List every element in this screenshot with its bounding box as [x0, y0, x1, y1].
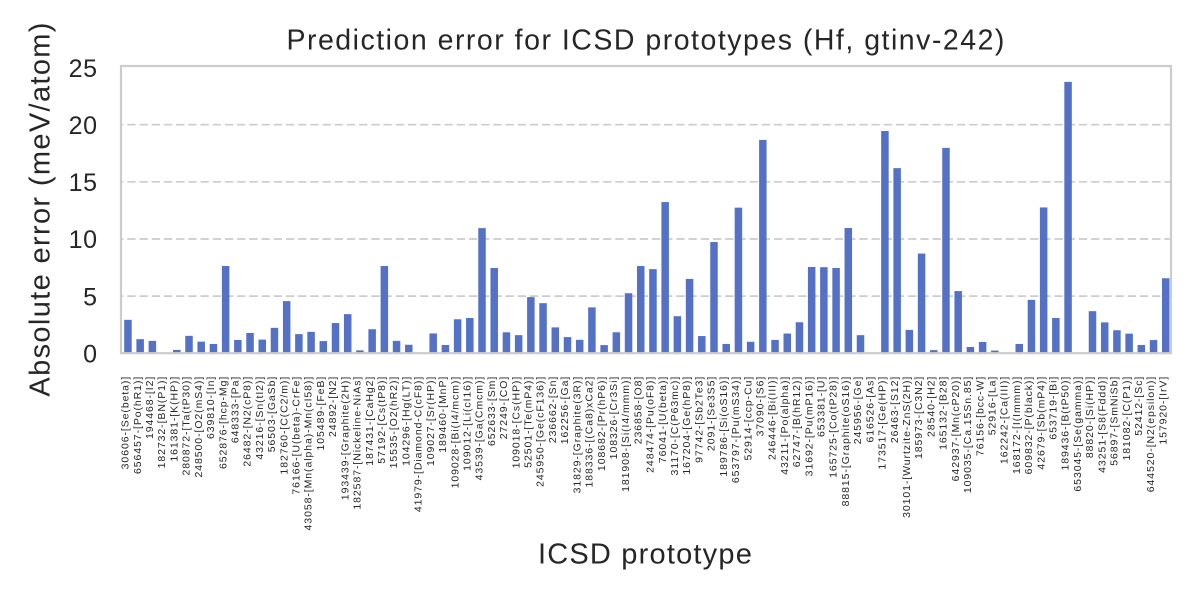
svg-text:157920-[IrV]: 157920-[IrV] [1157, 376, 1169, 445]
svg-text:88820-[Si(HP)]: 88820-[Si(HP)] [1084, 376, 1096, 458]
svg-text:639810-[In]: 639810-[In] [205, 376, 217, 439]
svg-text:24892-[N2]: 24892-[N2] [327, 376, 339, 437]
svg-text:173517-[Ge(HP)]: 173517-[Ge(HP)] [877, 376, 889, 470]
svg-text:26482-[N2(cP8)]: 26482-[N2(cP8)] [242, 376, 254, 467]
svg-text:109012-[Li(cI16)]: 109012-[Li(cI16)] [461, 376, 473, 471]
svg-text:31170-[C(P63mc)]: 31170-[C(P63mc)] [669, 376, 681, 476]
svg-text:43216-[Sn(tI2)]: 43216-[Sn(tI2)] [254, 376, 266, 460]
svg-text:56897-[SmNiSb]: 56897-[SmNiSb] [1109, 376, 1121, 466]
svg-text:162256-[Ga]: 162256-[Ga] [559, 376, 571, 445]
svg-text:52501-[Te(mP4)]: 52501-[Te(mP4)] [523, 376, 535, 468]
svg-text:187431-[CaHg2]: 187431-[CaHg2] [364, 376, 376, 466]
svg-text:193439-[Graphite(2H)]: 193439-[Graphite(2H)] [339, 376, 351, 500]
svg-text:182760-[C(C2/m)]: 182760-[C(C2/m)] [278, 376, 290, 475]
svg-text:104296-[Hg(LT)]: 104296-[Hg(LT)] [400, 376, 412, 466]
svg-text:88815-[Graphite(oS16)]: 88815-[Graphite(oS16)] [840, 376, 852, 507]
svg-text:26463-[S12]: 26463-[S12] [889, 376, 901, 443]
svg-text:181082-[C(P1)]: 181082-[C(P1)] [1121, 376, 1133, 461]
svg-text:15535-[O2(hR2)]: 15535-[O2(hR2)] [388, 376, 400, 469]
svg-text:109028-[Bi(I4/mcm)]: 109028-[Bi(I4/mcm)] [449, 376, 461, 489]
svg-text:5: 5 [83, 283, 98, 311]
svg-text:37090-[S6]: 37090-[S6] [754, 376, 766, 437]
svg-text:194468-[I2]: 194468-[I2] [144, 376, 156, 439]
svg-text:Prediction error for ICSD prot: Prediction error for ICSD prototypes (Hf… [286, 25, 1006, 57]
svg-text:168172-[I(Immm)]: 168172-[I(Immm)] [1011, 376, 1023, 474]
svg-text:182732-[BN(P1)]: 182732-[BN(P1)] [156, 376, 168, 469]
svg-text:76041-[U(beta)]: 76041-[U(beta)] [657, 376, 669, 463]
svg-text:109018-[Cs(HP)]: 109018-[Cs(HP)] [510, 376, 522, 469]
svg-text:189786-[Si(oS16)]: 189786-[Si(oS16)] [718, 376, 730, 477]
svg-text:109027-[Sr(HP)]: 109027-[Sr(HP)] [425, 376, 437, 466]
svg-text:25: 25 [69, 55, 98, 83]
svg-text:236858-[O8]: 236858-[O8] [632, 376, 644, 445]
svg-text:105489-[FeB]: 105489-[FeB] [315, 376, 327, 451]
svg-text:2091-[Se3S5]: 2091-[Se3S5] [706, 376, 718, 451]
svg-text:108326-[Cr3Si]: 108326-[Cr3Si] [608, 376, 620, 460]
svg-text:41979-[Diamond-C(cF8)]: 41979-[Diamond-C(cF8)] [413, 376, 425, 512]
svg-text:Absolute error (meV/atom): Absolute error (meV/atom) [25, 21, 57, 396]
svg-text:97742-[Sb2Te3]: 97742-[Sb2Te3] [693, 376, 705, 463]
svg-text:43211-[Po(alpha)]: 43211-[Po(alpha)] [779, 376, 791, 475]
svg-text:652876-[hcp-Mg]: 652876-[hcp-Mg] [217, 376, 229, 469]
svg-text:ICSD prototype: ICSD prototype [538, 539, 753, 571]
svg-text:644520-[N2(epsilon)]: 644520-[N2(epsilon)] [1145, 376, 1157, 492]
svg-text:656457-[Po(hR1)]: 656457-[Po(hR1)] [132, 376, 144, 474]
svg-text:165132-[B28]: 165132-[B28] [938, 376, 950, 450]
svg-text:185973-[C3N2]: 185973-[C3N2] [913, 376, 925, 459]
svg-text:236662-[Sn]: 236662-[Sn] [547, 376, 559, 443]
svg-text:652633-[Sm]: 652633-[Sm] [486, 376, 498, 446]
svg-text:653719-[Bi]: 653719-[Bi] [1048, 376, 1060, 440]
svg-text:609832-[P(black)]: 609832-[P(black)] [1023, 376, 1035, 475]
svg-text:52914-[ccp-Cu]: 52914-[ccp-Cu] [742, 376, 754, 461]
svg-text:165725-[Co(tP28)]: 165725-[Co(tP28)] [828, 376, 840, 478]
svg-text:27249-[CO]: 27249-[CO] [498, 376, 510, 439]
svg-text:43251-[S8(Fddd)]: 43251-[S8(Fddd)] [1096, 376, 1108, 473]
svg-text:653797-[Pu(mS34)]: 653797-[Pu(mS34)] [730, 376, 742, 483]
svg-text:162242-[Ca(III)]: 162242-[Ca(III)] [999, 376, 1011, 464]
svg-text:245956-[Ge]: 245956-[Ge] [852, 376, 864, 445]
svg-text:167204-[Ge(hP8)]: 167204-[Ge(hP8)] [681, 376, 693, 475]
svg-text:182587-[Nickeline-NiAs]: 182587-[Nickeline-NiAs] [352, 376, 364, 510]
svg-text:31692-[Pu(mP16)]: 31692-[Pu(mP16)] [803, 376, 815, 477]
svg-text:648333-[Pa]: 648333-[Pa] [229, 376, 241, 443]
svg-text:161381-[K(HP)]: 161381-[K(HP)] [168, 376, 180, 462]
svg-text:56503-[GaSb]: 56503-[GaSb] [266, 376, 278, 452]
svg-text:10: 10 [69, 226, 98, 254]
svg-text:109035-[Ca.15Sn.85]: 109035-[Ca.15Sn.85] [962, 376, 974, 493]
svg-text:616526-[As]: 616526-[As] [864, 376, 876, 443]
svg-text:76156-[bcc-W]: 76156-[bcc-W] [974, 376, 986, 456]
svg-text:245950-[Ge(cF136)]: 245950-[Ge(cF136)] [535, 376, 547, 487]
svg-text:280872-[Ta(tP30)]: 280872-[Ta(tP30)] [181, 376, 193, 476]
svg-text:30101-[Wurtzite-ZnS(2H)]: 30101-[Wurtzite-ZnS(2H)] [901, 376, 913, 518]
svg-text:189436-[B(tP50)]: 189436-[B(tP50)] [1060, 376, 1072, 471]
svg-text:76166-[U(beta)-CrFe]: 76166-[U(beta)-CrFe] [291, 376, 303, 495]
svg-text:189460-[MnP]: 189460-[MnP] [437, 376, 449, 453]
svg-text:248500-[O2(mS4)]: 248500-[O2(mS4)] [193, 376, 205, 478]
svg-text:20: 20 [69, 112, 98, 140]
svg-text:181908-[Si(I4/mmm)]: 181908-[Si(I4/mmm)] [620, 376, 632, 492]
svg-text:62747-[B(hR12)]: 62747-[B(hR12)] [791, 376, 803, 467]
svg-text:30606-[Se(beta)]: 30606-[Se(beta)] [120, 376, 132, 470]
svg-text:52916-[La]: 52916-[La] [986, 376, 998, 435]
svg-text:31829-[Graphite(3R)]: 31829-[Graphite(3R)] [571, 376, 583, 494]
svg-text:43058-[Mn(alpha)-Mn(cI58)]: 43058-[Mn(alpha)-Mn(cI58)] [303, 376, 315, 531]
svg-text:43539-[Ga(Cmcm)]: 43539-[Ga(Cmcm)] [474, 376, 486, 481]
svg-text:28540-[H2]: 28540-[H2] [925, 376, 937, 437]
svg-text:52412-[Sc]: 52412-[Sc] [1133, 376, 1145, 436]
svg-text:57192-[Cs(tP8)]: 57192-[Cs(tP8)] [376, 376, 388, 464]
svg-text:246446-[Bi(III)]: 246446-[Bi(III)] [767, 376, 779, 460]
svg-text:0: 0 [83, 340, 98, 368]
svg-text:15: 15 [69, 169, 98, 197]
svg-text:653381-[U]: 653381-[U] [816, 376, 828, 437]
svg-text:108682-[Pr(hP6)]: 108682-[Pr(hP6)] [596, 376, 608, 471]
svg-text:188336-[(Ca8)xCa2]: 188336-[(Ca8)xCa2] [584, 376, 596, 488]
svg-text:42679-[Sb(mP4)]: 42679-[Sb(mP4)] [1035, 376, 1047, 470]
svg-text:653045-[Se(gamma)]: 653045-[Se(gamma)] [1072, 376, 1084, 492]
svg-text:642937-[Mn(cP20)]: 642937-[Mn(cP20)] [950, 376, 962, 482]
svg-text:248474-[Pu(oF8)]: 248474-[Pu(oF8)] [645, 376, 657, 473]
